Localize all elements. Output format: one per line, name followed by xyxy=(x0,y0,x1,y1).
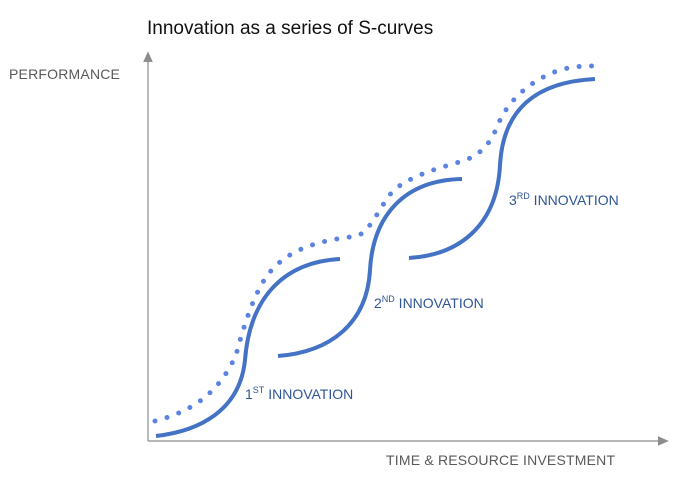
curve-label-3: 3RD INNOVATION xyxy=(509,191,619,208)
curve-label-1-suffix: ST xyxy=(252,385,265,395)
curve-label-3-suffix: RD xyxy=(516,191,530,201)
curve-label-2-suffix: ND xyxy=(381,294,395,304)
curve-label-2-text: INNOVATION xyxy=(394,295,484,311)
curve-label-1-ordinal: 1 xyxy=(245,386,253,402)
curve-label-2-ordinal: 2 xyxy=(374,295,382,311)
s-curve-1 xyxy=(155,257,341,438)
diagram-title: Innovation as a series of S-curves xyxy=(147,18,434,39)
curve-label-3-text: INNOVATION xyxy=(529,192,619,208)
curve-label-3-ordinal: 3 xyxy=(509,192,517,208)
s-curve-2 xyxy=(277,177,463,358)
y-axis-label: PERFORMANCE xyxy=(9,66,121,82)
s-curve-3 xyxy=(408,77,596,260)
curve-label-2: 2ND INNOVATION xyxy=(374,294,484,311)
x-axis-label: TIME & RESOURCE INVESTMENT xyxy=(386,452,616,468)
curve-label-1: 1ST INNOVATION xyxy=(245,385,353,402)
curve-label-1-text: INNOVATION xyxy=(264,386,354,402)
